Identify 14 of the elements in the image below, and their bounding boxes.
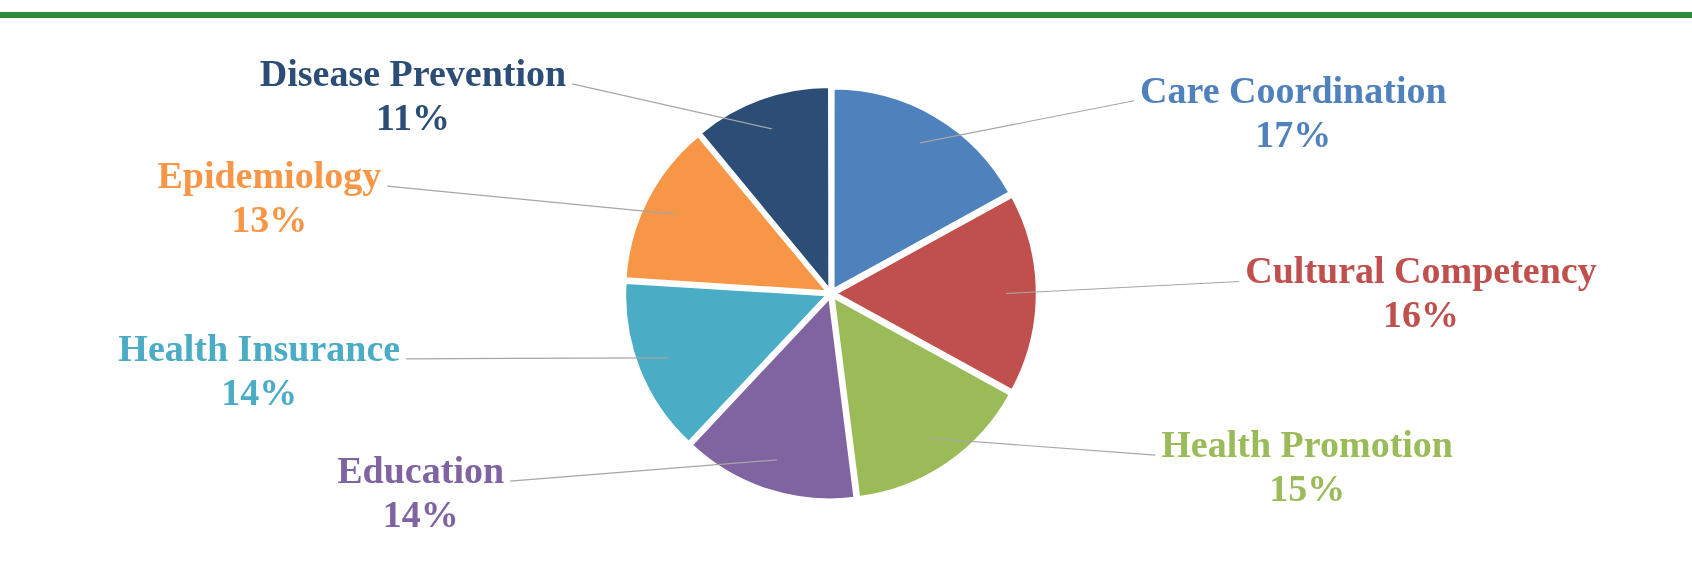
data-label: 11% [375, 95, 450, 138]
slice-label: Cultural Competency [1245, 249, 1597, 292]
data-label: 14% [221, 370, 298, 413]
data-label: 17% [1255, 112, 1332, 155]
data-label: 14% [382, 493, 459, 536]
slice-label: Disease Prevention [259, 51, 567, 94]
data-label: 16% [1383, 293, 1459, 336]
data-label: 15% [1269, 467, 1346, 509]
slice-label: Health Insurance [118, 326, 401, 369]
slice-label: Health Promotion [1161, 423, 1453, 465]
slice-label: Epidemiology [157, 153, 382, 196]
data-label: 13% [231, 197, 308, 240]
slice-label: Education [337, 449, 505, 492]
slice-label: Care Coordination [1140, 68, 1447, 111]
